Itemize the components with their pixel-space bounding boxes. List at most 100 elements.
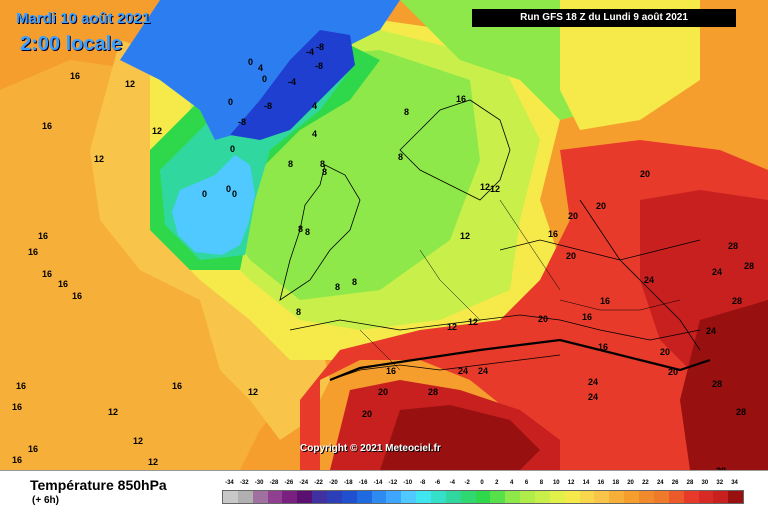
scale-swatch bbox=[460, 491, 476, 503]
region-blue-arctic bbox=[0, 0, 400, 140]
isotherm-label: 12 bbox=[148, 457, 159, 467]
scale-swatch bbox=[490, 491, 506, 503]
isotherm-label: 20 bbox=[378, 387, 389, 397]
isotherm-label: 12 bbox=[125, 79, 136, 89]
scale-tick: 28 bbox=[686, 480, 694, 486]
map-canvas bbox=[0, 0, 768, 470]
scale-swatch bbox=[639, 491, 654, 503]
scale-swatch bbox=[609, 491, 625, 503]
isotherm-label: 4 bbox=[312, 101, 318, 111]
scale-tick: 4 bbox=[510, 480, 514, 486]
isotherm-label: 16 bbox=[16, 381, 27, 391]
scale-tick: -20 bbox=[329, 480, 338, 486]
region-orange-east bbox=[640, 0, 768, 140]
scale-tick: 30 bbox=[701, 480, 709, 486]
isotherm-label: 24 bbox=[588, 392, 599, 402]
isotherm-label: 16 bbox=[600, 296, 611, 306]
isotherm-label: 16 bbox=[38, 231, 49, 241]
isotherm-label: 20 bbox=[568, 211, 579, 221]
date-title: Mardi 10 août 2021 bbox=[16, 10, 151, 27]
country-borders bbox=[359, 199, 681, 371]
isotherm-label: 16 bbox=[28, 444, 39, 454]
isotherm-label: 8 bbox=[296, 307, 302, 317]
isotherm-label: -4 bbox=[288, 77, 297, 87]
scale-tick: 10 bbox=[552, 480, 560, 486]
scale-tick: 20 bbox=[627, 480, 634, 486]
product-subtitle: (+ 6h) bbox=[32, 495, 59, 506]
scale-tick: 16 bbox=[597, 480, 605, 486]
scale-swatch bbox=[668, 491, 684, 503]
isotherm-label: -8 bbox=[238, 117, 247, 127]
scale-swatch bbox=[505, 491, 521, 503]
isotherm-label: 0 bbox=[248, 57, 254, 67]
scale-swatch bbox=[698, 491, 714, 503]
isotherm-label: 12 bbox=[152, 126, 163, 136]
isotherm-label: 16 bbox=[42, 121, 53, 131]
relief-contour bbox=[329, 338, 711, 382]
legend-bar: Température 850hPa (+ 6h) -34 -32 -30 -28 -2… bbox=[0, 470, 768, 513]
isotherm-label: 4 bbox=[258, 63, 264, 73]
isotherm-label: 8 bbox=[288, 159, 294, 169]
isotherm-label: 12 bbox=[94, 154, 105, 164]
scale-swatch bbox=[520, 491, 536, 503]
region-deep-red-iberia bbox=[380, 405, 540, 470]
isotherm-label: -8 bbox=[316, 42, 325, 52]
isotherm-label: 0 bbox=[230, 144, 236, 154]
isotherm-label: 0 bbox=[226, 184, 232, 194]
isotherm-label: 24 bbox=[712, 267, 723, 277]
isotherm-label: 16 bbox=[42, 269, 53, 279]
scale-tick: -6 bbox=[434, 480, 441, 486]
isotherm-label: 12 bbox=[490, 184, 501, 194]
isotherm-label: 12 bbox=[133, 436, 144, 446]
region-yellow-east bbox=[560, 0, 740, 130]
isotherm-label: 8 bbox=[298, 224, 304, 234]
scale-tick: -28 bbox=[269, 480, 279, 486]
scale-swatch bbox=[356, 491, 372, 503]
isotherm-label: 16 bbox=[72, 291, 83, 301]
scale-tick: 8 bbox=[539, 480, 544, 486]
scale-swatch bbox=[475, 491, 491, 503]
scale-swatch bbox=[267, 491, 283, 503]
scale-tick: -24 bbox=[299, 480, 309, 486]
isotherm-label: 8 bbox=[322, 167, 328, 177]
temperature-map: Mardi 10 août 2021 2:00 locale Run GFS 1… bbox=[0, 0, 768, 470]
isotherm-label: 0 bbox=[232, 189, 238, 199]
isotherm-label: 28 bbox=[716, 467, 726, 471]
isotherm-label: 12 bbox=[468, 317, 479, 327]
isotherm-label: 16 bbox=[548, 229, 559, 239]
isotherm-label: 16 bbox=[386, 366, 397, 376]
scale-tick: 34 bbox=[731, 480, 738, 486]
isotherm-label: 28 bbox=[732, 296, 743, 306]
scale-swatch bbox=[282, 491, 298, 503]
scale-tick: 12 bbox=[567, 480, 575, 486]
scale-swatch bbox=[416, 491, 432, 503]
run-banner: Run GFS 18 Z du Lundi 9 août 2021 bbox=[472, 9, 736, 27]
scale-tick: -18 bbox=[343, 480, 353, 486]
isotherm-label: 16 bbox=[58, 279, 69, 289]
temperature-scale bbox=[222, 490, 744, 504]
scale-swatch bbox=[431, 491, 446, 503]
scale-swatch bbox=[445, 491, 461, 503]
scale-tick: -30 bbox=[254, 480, 264, 486]
isotherm-label: 20 bbox=[538, 314, 549, 324]
coastlines bbox=[279, 99, 701, 381]
scale-swatch bbox=[371, 491, 387, 503]
scale-swatch bbox=[535, 491, 550, 503]
isotherm-label: 0 bbox=[262, 74, 268, 84]
scale-tick: -22 bbox=[314, 480, 323, 486]
scale-tick: 24 bbox=[656, 480, 664, 486]
scale-swatch bbox=[297, 491, 313, 503]
isotherm-label: 24 bbox=[478, 366, 489, 376]
isotherm-label: -4 bbox=[306, 47, 315, 57]
scale-swatch bbox=[341, 491, 357, 503]
scale-swatch bbox=[549, 491, 565, 503]
scale-tick: 2 bbox=[495, 480, 499, 486]
scale-tick: -16 bbox=[358, 480, 368, 486]
isotherm-label: 12 bbox=[447, 322, 458, 332]
isotherm-label: 16 bbox=[172, 381, 183, 391]
isotherm-label: 8 bbox=[320, 159, 326, 169]
isotherm-label: 8 bbox=[398, 152, 404, 162]
region-cyan bbox=[172, 155, 255, 255]
copyright-notice: Copyright © 2021 Meteociel.fr bbox=[300, 443, 441, 454]
isotherm-label: 24 bbox=[644, 275, 655, 285]
